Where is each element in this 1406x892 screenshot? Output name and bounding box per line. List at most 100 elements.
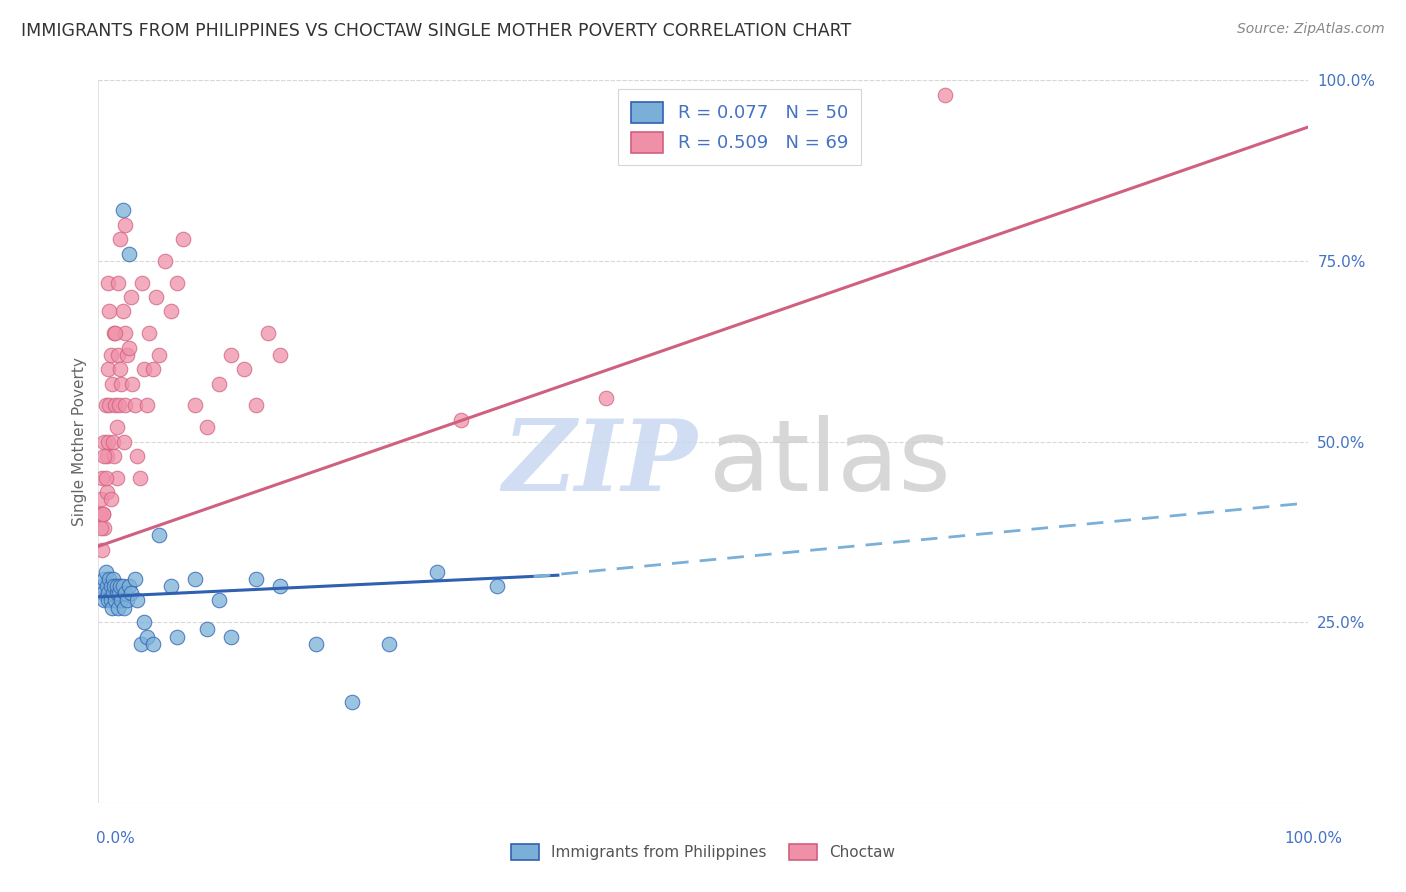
Text: atlas: atlas bbox=[709, 415, 950, 512]
Point bbox=[91, 507, 114, 521]
Point bbox=[486, 579, 509, 593]
Point bbox=[90, 521, 112, 535]
Point bbox=[91, 507, 114, 521]
Point bbox=[91, 542, 114, 557]
Point bbox=[118, 579, 141, 593]
Point bbox=[245, 572, 267, 586]
Point bbox=[107, 276, 129, 290]
Point bbox=[117, 348, 139, 362]
Point bbox=[94, 398, 117, 412]
Text: ZIP: ZIP bbox=[502, 415, 697, 511]
Legend: R = 0.077   N = 50, R = 0.509   N = 69: R = 0.077 N = 50, R = 0.509 N = 69 bbox=[619, 89, 860, 165]
Point bbox=[105, 470, 128, 484]
Point bbox=[184, 398, 207, 412]
Legend: Immigrants from Philippines, Choctaw: Immigrants from Philippines, Choctaw bbox=[505, 838, 901, 866]
Point bbox=[305, 637, 328, 651]
Point bbox=[127, 593, 149, 607]
Point bbox=[93, 434, 115, 449]
Point bbox=[89, 507, 111, 521]
Point bbox=[450, 413, 472, 427]
Point bbox=[100, 579, 122, 593]
Point bbox=[98, 572, 121, 586]
Point bbox=[91, 579, 114, 593]
Point bbox=[110, 593, 132, 607]
Point bbox=[104, 326, 127, 340]
Point bbox=[114, 218, 136, 232]
Text: 100.0%: 100.0% bbox=[1285, 831, 1343, 846]
Point bbox=[112, 600, 135, 615]
Point bbox=[148, 528, 170, 542]
Text: IMMIGRANTS FROM PHILIPPINES VS CHOCTAW SINGLE MOTHER POVERTY CORRELATION CHART: IMMIGRANTS FROM PHILIPPINES VS CHOCTAW S… bbox=[21, 22, 852, 40]
Point bbox=[114, 398, 136, 412]
Point bbox=[160, 304, 183, 318]
Point bbox=[100, 348, 122, 362]
Point bbox=[131, 276, 153, 290]
Point bbox=[108, 586, 131, 600]
Point bbox=[108, 232, 131, 246]
Point bbox=[208, 376, 231, 391]
Point bbox=[100, 376, 122, 391]
Point bbox=[269, 579, 291, 593]
Point bbox=[124, 398, 146, 412]
Point bbox=[108, 579, 131, 593]
Point bbox=[118, 341, 141, 355]
Point bbox=[93, 521, 115, 535]
Point bbox=[377, 637, 399, 651]
Point bbox=[111, 579, 134, 593]
Point bbox=[103, 579, 125, 593]
Point bbox=[166, 630, 188, 644]
Point bbox=[93, 593, 115, 607]
Point bbox=[221, 348, 243, 362]
Point bbox=[135, 630, 157, 644]
Point bbox=[595, 391, 617, 405]
Point bbox=[166, 276, 188, 290]
Point bbox=[104, 398, 127, 412]
Point bbox=[111, 203, 134, 218]
Point bbox=[148, 348, 170, 362]
Point bbox=[134, 615, 156, 630]
Point bbox=[142, 362, 165, 376]
Point bbox=[97, 586, 120, 600]
Point bbox=[96, 579, 118, 593]
Point bbox=[104, 593, 127, 607]
Point bbox=[172, 232, 194, 246]
Point bbox=[103, 326, 125, 340]
Point bbox=[245, 398, 267, 412]
Point bbox=[195, 623, 218, 637]
Point bbox=[100, 593, 122, 607]
Text: Source: ZipAtlas.com: Source: ZipAtlas.com bbox=[1237, 22, 1385, 37]
Point bbox=[107, 600, 129, 615]
Point bbox=[129, 637, 152, 651]
Point bbox=[105, 586, 128, 600]
Point bbox=[121, 376, 143, 391]
Point bbox=[91, 586, 114, 600]
Text: 0.0%: 0.0% bbox=[96, 831, 135, 846]
Point bbox=[97, 276, 120, 290]
Point bbox=[142, 637, 165, 651]
Point bbox=[112, 434, 135, 449]
Point bbox=[120, 586, 142, 600]
Point bbox=[94, 565, 117, 579]
Point bbox=[111, 304, 134, 318]
Point bbox=[934, 87, 956, 102]
Point bbox=[91, 470, 114, 484]
Point bbox=[94, 470, 117, 484]
Point bbox=[127, 449, 149, 463]
Point bbox=[101, 586, 124, 600]
Point bbox=[232, 362, 254, 376]
Point bbox=[120, 290, 142, 304]
Point bbox=[101, 572, 124, 586]
Point bbox=[101, 434, 124, 449]
Point bbox=[117, 593, 139, 607]
Point bbox=[118, 246, 141, 260]
Point bbox=[97, 593, 120, 607]
Point bbox=[98, 304, 121, 318]
Point bbox=[100, 600, 122, 615]
Point bbox=[97, 362, 120, 376]
Point bbox=[160, 579, 183, 593]
Point bbox=[107, 348, 129, 362]
Point bbox=[90, 492, 112, 507]
Point bbox=[426, 565, 449, 579]
Point bbox=[135, 398, 157, 412]
Point bbox=[93, 572, 115, 586]
